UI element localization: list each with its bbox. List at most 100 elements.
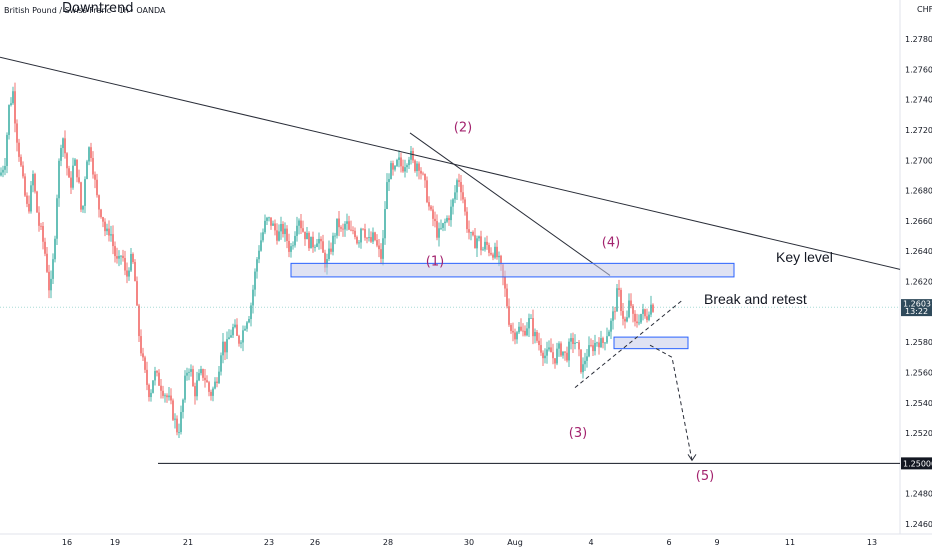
candle-body [472,232,474,236]
candle-body [396,159,398,166]
candle-body [398,157,400,160]
candle-body [378,245,380,250]
time-axis[interactable]: 16 19 21 23 26 28 30 Aug 4 6 9 11 13 [62,538,877,547]
rising-support-line [574,299,684,388]
candle-body [600,338,602,348]
candle-body [146,369,148,385]
candle-body [358,242,360,244]
candle-body [470,232,472,233]
candle-body [140,336,142,354]
candle-body [82,205,84,210]
candle-body [420,170,422,174]
y-tick-label: 1.27000 [905,156,932,165]
candle-body [66,153,68,169]
candle-body [644,309,646,317]
candle-body [478,236,480,239]
candle-body [500,255,502,265]
candle-body [586,356,588,361]
candle-body [76,159,78,178]
candle-body [648,314,650,320]
candle-body [150,392,152,398]
x-tick-label: Aug [507,538,523,547]
candle-body [224,341,226,353]
y-tick-label: 1.27600 [905,65,932,74]
candle-body [588,345,590,357]
candle-body [412,150,414,161]
key-level-zone [290,262,735,278]
candle-body [534,332,536,337]
x-tick-label: 26 [310,538,320,547]
candle-body [392,163,394,170]
candle-body [422,173,424,175]
wave-label: (3) [569,426,587,441]
candle-body [484,241,486,250]
candle-body [450,206,452,221]
candle-body [308,232,310,249]
countdown-text: 13:22 [905,307,928,316]
candle-body [430,206,432,210]
candle-body [292,245,294,247]
candle-body [322,241,324,253]
candle-body [608,331,610,337]
candle-body [332,235,334,252]
candle-body [620,289,622,311]
candle-body [306,232,308,240]
candle-body [248,318,250,323]
candle-body [310,236,312,249]
price-axis[interactable]: 1.24600 1.24800 1.25000 1.25200 1.25400 1.256… [901,5,932,529]
candle-body [240,342,242,344]
candle-body [560,343,562,356]
candle-body [554,358,556,364]
candle-body [48,271,50,291]
candle-body [130,253,132,271]
candle-body [514,332,516,340]
support-price-tag [901,457,932,470]
candle-body [480,236,482,251]
candle-body [610,320,612,332]
annotation-label: Break and retest [704,291,807,307]
candle-body [592,345,594,352]
candle-body [62,138,64,149]
candle-body [344,223,346,230]
candle-body [64,138,66,154]
y-tick-label: 1.25600 [905,368,932,377]
candle-body [102,217,104,222]
candle-body [636,321,638,324]
candle-body [100,209,102,218]
candle-body [526,328,528,336]
candle-body [424,174,426,181]
candle-body [590,345,592,346]
candle-body [520,326,522,331]
candle-body [464,199,466,212]
candle-body [124,258,126,271]
candle-body [0,172,2,176]
candle-body [550,347,552,353]
candle-body [404,167,406,172]
candle-body [54,238,56,260]
candle-body [406,165,408,168]
candle-body [148,384,150,398]
candle-body [460,182,462,193]
candle-body [302,228,304,232]
candle-body [328,248,330,260]
candle-body [542,352,544,359]
candle-body [556,348,558,364]
candle-body [618,288,620,290]
candle-body [264,220,266,233]
candle-body [628,300,630,318]
current-price-tag [901,299,932,317]
candle-body [548,347,550,350]
price-grid [0,0,932,535]
candle-body [352,230,354,232]
candle-body [446,218,448,222]
y-tick-label: 1.27400 [905,96,932,105]
candle-body [50,278,52,291]
candle-body [36,191,38,213]
y-tick-label: 1.26600 [905,217,932,226]
candle-body [272,223,274,226]
chart-labels: (1) (2) (3) (4) (5) Key level Break and retest [426,120,833,484]
candle-body [454,192,456,200]
candle-body [262,232,264,241]
candle-body [94,174,96,180]
